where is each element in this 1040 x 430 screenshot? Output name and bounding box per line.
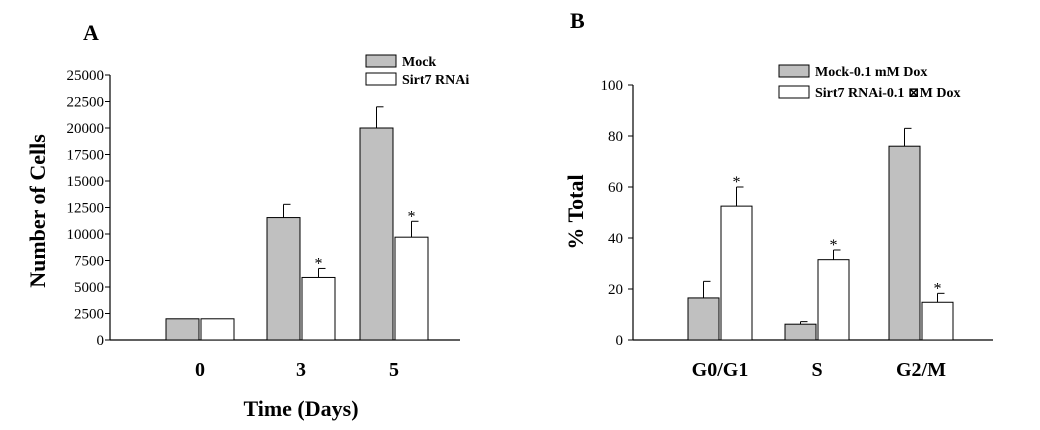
bar-control [359,127,394,341]
bar-control [687,297,720,341]
legend-swatch-mock [365,54,397,68]
legend-label-mock-dox: Mock-0.1 mM Dox [815,65,927,80]
panel-b-x-ticks: G0/G1 S G2/M [692,359,946,381]
panel-a-y-ticks: 0 2500 5000 7500 10000 12500 15000 17500 20000 22… [67,68,110,349]
bar-control [266,217,301,341]
significance-star: * [315,255,323,272]
legend-label-sirt7-rnai: Sirt7 RNAi [402,73,469,88]
y-tick-label: 25000 [67,68,105,84]
panel-b-y-ticks: 0 20 40 60 80 100 [601,78,633,349]
y-tick-label: 12500 [67,201,105,217]
x-category-label: 3 [296,359,306,381]
y-tick-label: 10000 [67,227,105,243]
y-tick-label: 2500 [74,307,104,323]
x-category-label: 0 [195,359,205,381]
y-tick-label: 0 [616,333,624,349]
bar-control [888,145,921,341]
panel-a-label: A [83,20,99,45]
bar-treatment [921,301,954,341]
legend-swatch-mock-dox [778,64,810,78]
y-tick-label: 20000 [67,121,105,137]
significance-star: * [934,280,942,297]
y-tick-label: 60 [608,180,623,196]
legend-label-mock: Mock [402,55,436,70]
x-category-label: G2/M [896,359,946,381]
bar-control [784,323,817,341]
y-tick-label: 15000 [67,174,105,190]
panel-b-bars: * * * [687,127,954,341]
legend-label-sirt7-rnai-dox: Sirt7 RNAi-0.1 ⊠M Dox [815,86,961,101]
panel-a-x-ticks: 0 3 5 [195,359,399,381]
bar-control [165,318,200,341]
x-category-label: S [811,359,822,381]
significance-star: * [830,237,838,254]
y-tick-label: 5000 [74,280,104,296]
bar-treatment [200,318,235,341]
legend-swatch-sirt7-rnai-dox [778,85,810,99]
y-tick-label: 100 [601,78,624,94]
y-tick-label: 22500 [67,95,105,111]
panel-b-axes [632,85,993,341]
y-tick-label: 7500 [74,254,104,270]
panel-b-label: B [570,8,585,33]
x-category-label: G0/G1 [692,359,749,381]
bar-treatment [301,276,336,341]
y-tick-label: 17500 [67,148,105,164]
y-tick-label: 0 [97,333,105,349]
bar-treatment [720,205,753,341]
panel-b-legend: Mock-0.1 mM Dox Sirt7 RNAi-0.1 ⊠M Dox [778,64,961,101]
panel-a-legend: Mock Sirt7 RNAi [365,54,469,88]
bar-treatment [394,236,429,341]
panel-a-x-label: Time (Days) [243,396,358,421]
x-category-label: 5 [389,359,399,381]
y-tick-label: 80 [608,129,623,145]
significance-star: * [408,208,416,225]
bar-treatment [817,259,850,341]
panel-a-y-label: Number of Cells [25,134,50,288]
panel-b-y-label: % Total [563,174,588,249]
legend-swatch-sirt7-rnai [365,72,397,86]
panel-b: B * * * 0 20 40 60 80 100 G0/G1 S G2/M % Total Mo… [563,8,993,381]
y-tick-label: 40 [608,231,623,247]
panel-a-bars: ** [165,106,429,341]
y-tick-label: 20 [608,282,623,298]
panel-a: A ** 02500500075001000012500150001750020… [25,20,469,421]
significance-star: * [733,174,741,191]
